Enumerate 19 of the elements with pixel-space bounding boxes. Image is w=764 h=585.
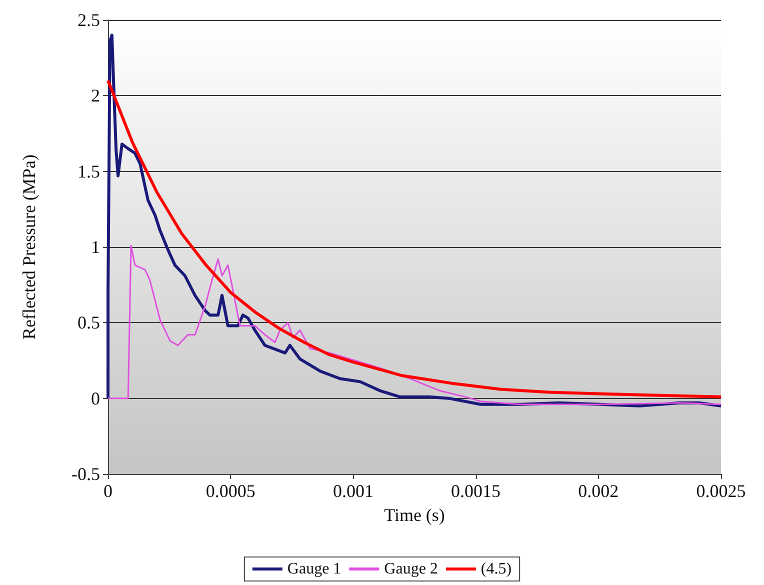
y-tick-label: 1 — [91, 237, 100, 257]
x-tick-label: 0.0005 — [206, 481, 256, 501]
line-series — [107, 244, 722, 406]
y-tick-label: 0.5 — [78, 312, 100, 333]
y-tick-label: -0.5 — [72, 464, 100, 484]
y-tick-label: 1.5 — [78, 161, 100, 182]
x-tick-label: 0.002 — [578, 481, 619, 501]
y-tick-label: 0 — [91, 388, 100, 408]
x-axis-title: Time (s) — [384, 505, 445, 525]
x-tick-label: 0 — [104, 481, 112, 501]
x-tick-label: 0.0015 — [451, 481, 501, 501]
x-tick-label: 0.001 — [332, 481, 374, 501]
y-tick-label: 2.5 — [78, 10, 100, 30]
y-tick-label: 2 — [91, 86, 100, 106]
y-axis-title: Reflected Pressure (MPa) — [19, 154, 39, 340]
legend-label: Gauge 1 — [287, 560, 342, 578]
legend-label: Gauge 2 — [384, 560, 438, 578]
legend-label: (4.5) — [480, 560, 512, 578]
x-tick-label: 0.0025 — [696, 481, 746, 501]
